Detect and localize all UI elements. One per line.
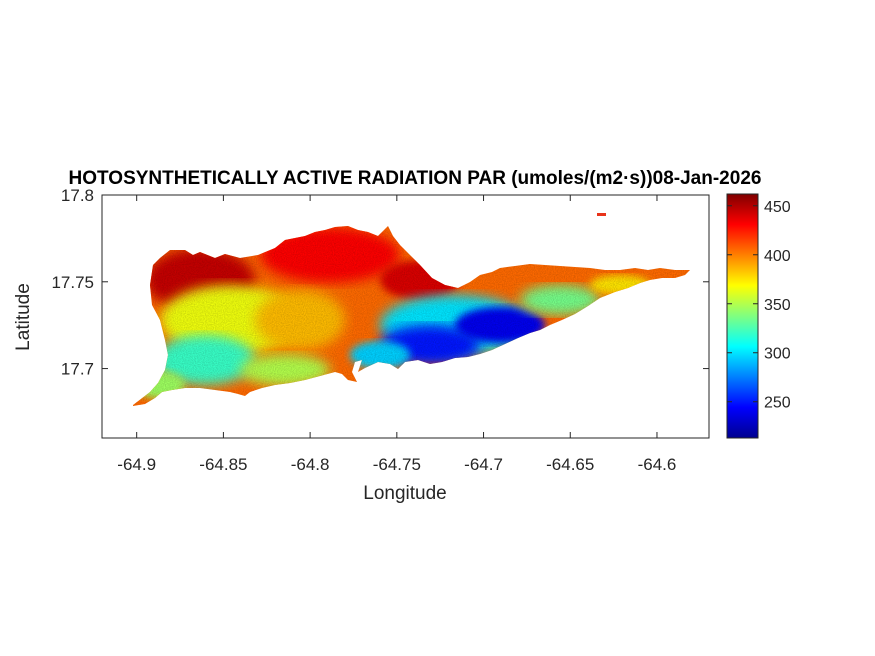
colorbar-tick-label: 450: [764, 199, 791, 216]
x-axis-label: Longitude: [363, 483, 446, 504]
colorbar-tick-label: 400: [764, 248, 791, 265]
x-tick-label: -64.6: [638, 455, 677, 474]
chart-title: HOTOSYNTHETICALLY ACTIVE RADIATION PAR (…: [69, 168, 762, 189]
colorbar: 250 300 350 400 450: [726, 193, 791, 439]
x-tick-label: -64.9: [117, 455, 156, 474]
y-tick-label: 17.8: [61, 186, 94, 205]
x-tick-label: -64.8: [291, 455, 330, 474]
x-tick-label: -64.65: [546, 455, 594, 474]
colorbar-tick-label: 250: [764, 395, 791, 412]
y-tick-label: 17.75: [51, 273, 94, 292]
x-axis: -64.9 -64.85 -64.8 -64.75 -64.7 -64.65 -64.6: [117, 195, 676, 474]
x-tick-label: -64.7: [464, 455, 503, 474]
x-tick-label: -64.75: [373, 455, 421, 474]
y-axis: 17.7 17.75 17.8: [51, 186, 709, 379]
y-tick-label: 17.7: [61, 360, 94, 379]
x-tick-label: -64.85: [199, 455, 247, 474]
offshore-cay: [597, 213, 606, 216]
colorbar-gradient: [726, 193, 759, 439]
colorbar-tick-label: 350: [764, 297, 791, 314]
colorbar-tick-label: 300: [764, 346, 791, 363]
y-axis-label: Latitude: [13, 283, 34, 351]
